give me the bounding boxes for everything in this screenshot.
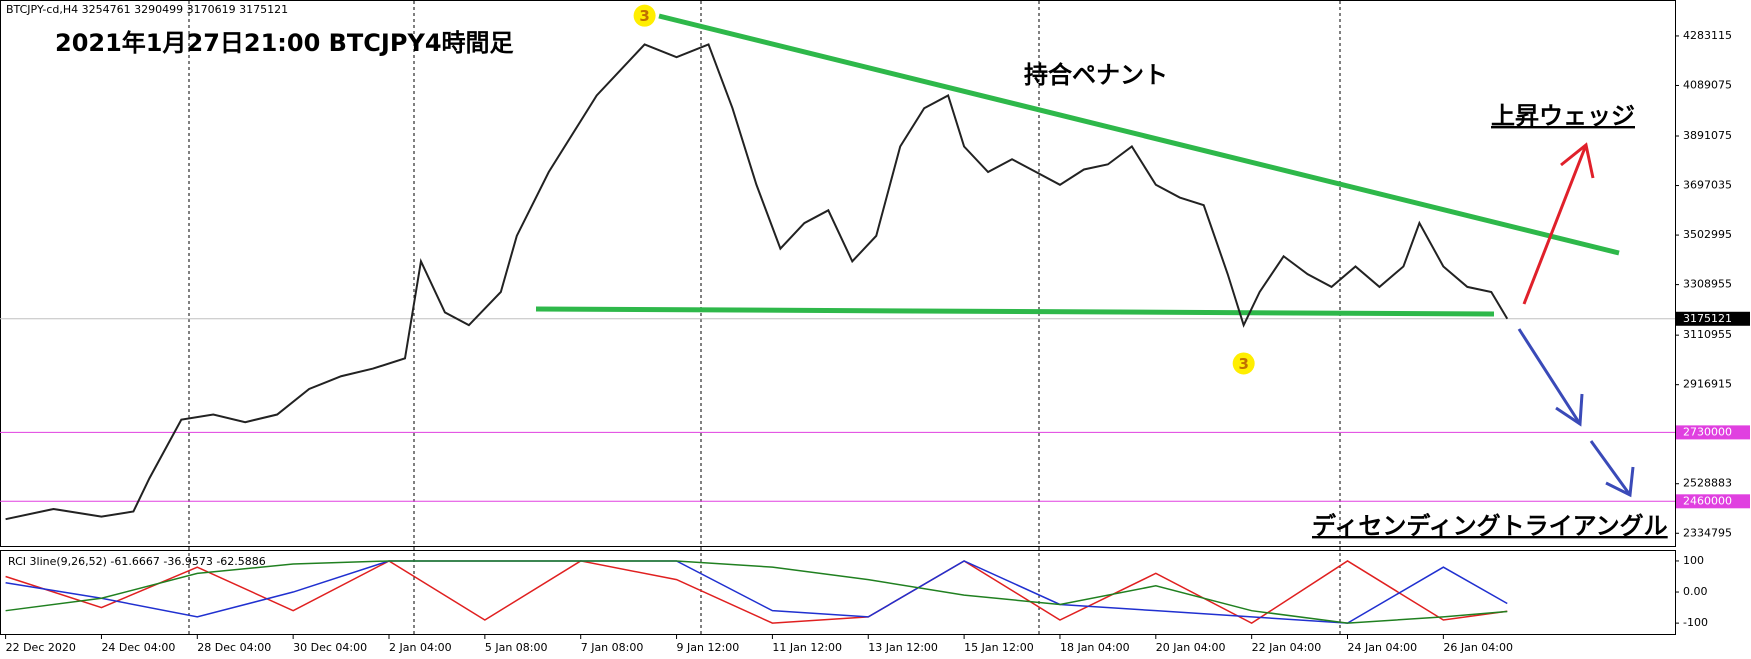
arrow-shaft xyxy=(1522,144,1588,305)
down-arrows xyxy=(1517,328,1635,498)
y-tick-label: 2334795 xyxy=(1683,526,1732,539)
annotation: 上昇ウェッジ xyxy=(1491,102,1635,130)
x-tick-label: 20 Jan 04:00 xyxy=(1156,641,1226,654)
x-tick-label: 22 Dec 2020 xyxy=(6,641,76,654)
x-tick-label: 9 Jan 12:00 xyxy=(677,641,740,654)
wave-marker-label: 3 xyxy=(1238,355,1248,373)
arrow-head xyxy=(1560,142,1595,179)
arrow-shaft xyxy=(1517,328,1582,425)
x-tick-label: 2 Jan 04:00 xyxy=(389,641,452,654)
level-label-bg xyxy=(1676,494,1750,509)
main-frame xyxy=(0,0,1676,547)
arrow-head xyxy=(1555,393,1584,427)
y-tick-label: 3891075 xyxy=(1683,129,1732,142)
x-tick-label: 13 Jan 12:00 xyxy=(868,641,938,654)
y-tick-label: 2916915 xyxy=(1683,378,1732,391)
y-tick-label: 3502995 xyxy=(1683,228,1732,241)
support-trendline xyxy=(535,306,1495,317)
x-tick-label: 5 Jan 08:00 xyxy=(485,641,548,654)
arrow-shaft xyxy=(1589,440,1632,496)
wave-marker xyxy=(633,4,656,27)
chart-header: BTCJPY-cd,H4 3254761 3290499 3170619 317… xyxy=(6,3,288,16)
x-tick-label: 26 Jan 04:00 xyxy=(1443,641,1513,654)
series-line xyxy=(5,560,1508,624)
x-tick-label: 24 Jan 04:00 xyxy=(1348,641,1418,654)
x-tick-label: 18 Jan 04:00 xyxy=(1060,641,1130,654)
level-label: 2460000 xyxy=(1683,494,1732,507)
rci-header: RCI 3line(9,26,52) -61.6667 -36.9573 -62… xyxy=(8,555,266,568)
x-tick-label: 28 Dec 04:00 xyxy=(197,641,271,654)
level-label-bg xyxy=(1676,311,1750,326)
arrow-head xyxy=(1605,466,1635,498)
series-line xyxy=(5,560,1508,624)
y-tick-label: 3697035 xyxy=(1683,179,1732,192)
x-tick-label: 11 Jan 12:00 xyxy=(772,641,842,654)
x-tick-label: 30 Dec 04:00 xyxy=(293,641,367,654)
up-arrow xyxy=(1522,142,1595,305)
x-tick-label: 7 Jan 08:00 xyxy=(581,641,644,654)
y-tick-label: 100 xyxy=(1683,554,1704,567)
level-label-bg xyxy=(1676,425,1750,440)
wave-marker xyxy=(1232,352,1255,375)
resistance-trendline xyxy=(658,13,1620,256)
chart-title: 2021年1月27日21:00 BTCJPY4時間足 xyxy=(55,29,514,57)
series-line xyxy=(5,560,1508,624)
x-tick-label: 22 Jan 04:00 xyxy=(1252,641,1322,654)
y-tick-label: 4283115 xyxy=(1683,29,1732,42)
y-tick-label: 3110955 xyxy=(1683,328,1732,341)
x-tick-label: 15 Jan 12:00 xyxy=(964,641,1034,654)
y-tick-label: 3308955 xyxy=(1683,278,1732,291)
x-tick-label: 24 Dec 04:00 xyxy=(101,641,175,654)
level-label: 2730000 xyxy=(1683,425,1732,438)
series-line xyxy=(5,43,1509,521)
annotation: ディセンディングトライアングル xyxy=(1312,512,1668,540)
annotation: 持合ペナント xyxy=(1024,61,1168,89)
y-tick-label: 2528883 xyxy=(1683,477,1732,490)
y-tick-label: 0.00 xyxy=(1683,585,1708,598)
y-tick-label: -100 xyxy=(1683,616,1708,629)
wave-marker-label: 3 xyxy=(639,7,649,25)
y-tick-label: 4089075 xyxy=(1683,78,1732,91)
level-label: 3175121 xyxy=(1683,312,1732,325)
